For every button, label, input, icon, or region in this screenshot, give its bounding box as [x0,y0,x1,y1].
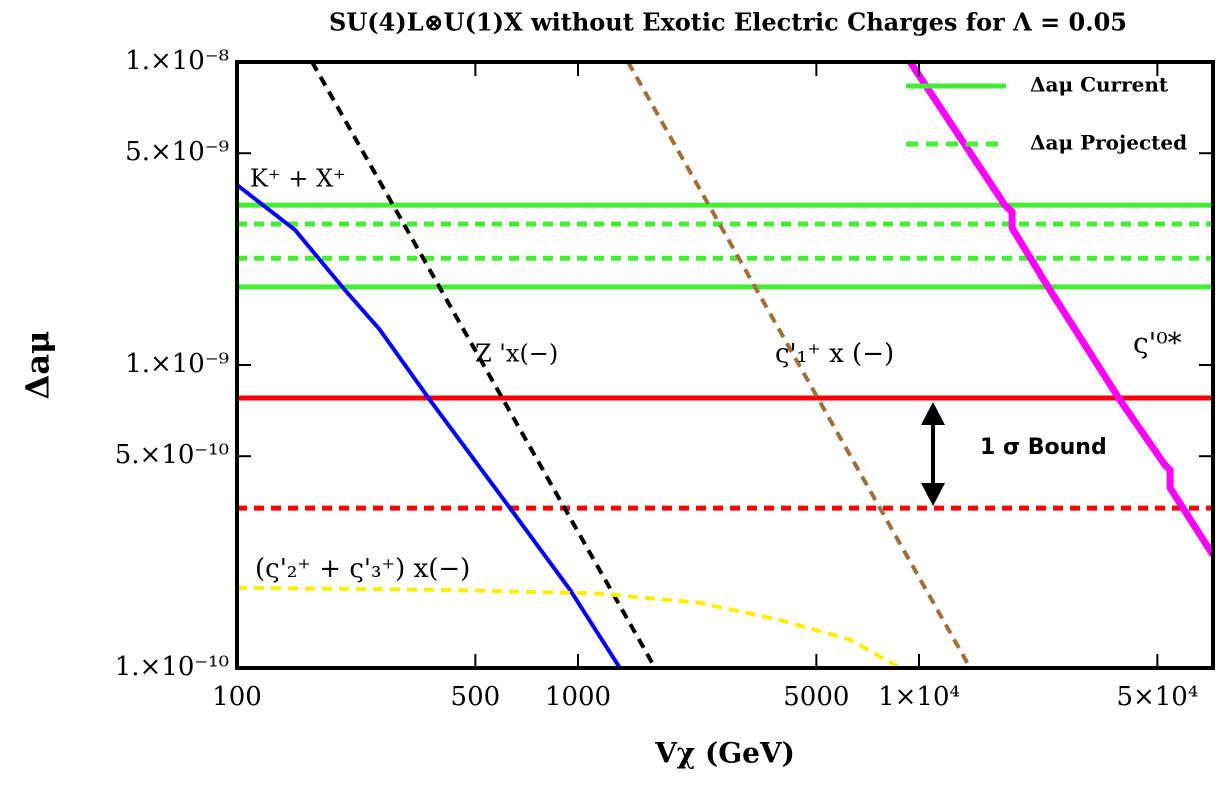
annotation: 1 σ Bound [980,435,1107,460]
x-tick-label: 500 [451,682,501,712]
y-tick-label: 1.×10⁻¹⁰ [115,652,229,682]
legend-label: Δaμ Projected [1030,131,1187,155]
plot-frame [235,60,1215,670]
y-tick-label: 5.×10⁻¹⁰ [115,440,229,470]
chart-title: SU(4)L⊗U(1)X without Exotic Electric Cha… [329,8,1127,37]
annotation: (ς'₂⁺ + ς'₃⁺) x(−) [255,554,470,584]
y-tick-label: 1.×10⁻⁹ [125,349,229,379]
x-tick-label: 100 [212,682,262,712]
curve [237,183,622,668]
annotation: ς'⁰* [1133,327,1182,360]
annotation: Z 'x(−) [475,340,558,368]
x-tick-label: 5000 [783,682,849,712]
bound-arrow [921,402,945,506]
x-axis-label: Vχ (GeV) [654,737,795,770]
y-tick-label: 1.×10⁻⁸ [125,46,229,76]
annotation: ς'₁⁺ x (−) [775,339,894,369]
legend-label: Δaμ Current [1030,73,1169,97]
plot-area [237,62,1213,668]
curve [907,62,1213,557]
curve [237,585,901,668]
y-tick-label: 5.×10⁻⁹ [125,137,229,167]
x-tick-label: 1000 [545,682,611,712]
curve [626,62,972,668]
x-tick-label: 5×10⁴ [1116,682,1198,712]
y-axis-label: Δaμ [19,331,57,400]
annotation: K⁺ + X⁺ [250,165,346,193]
x-tick-label: 1×10⁴ [878,682,960,712]
curve [310,62,657,668]
